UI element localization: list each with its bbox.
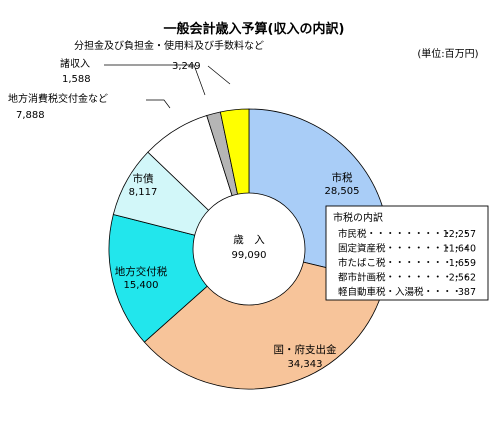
slice-label-shizei: 市税 xyxy=(332,171,353,184)
slice-label-kokufu: 国・府支出金 xyxy=(274,343,337,356)
inset-item-value: 387 xyxy=(458,287,476,298)
slice-value-shisai: 8,117 xyxy=(129,187,158,198)
inset-items: 市民税・・・・・・・・・・・12,257 固定資産税・・・・・・・・・11,640… xyxy=(338,228,476,298)
inset-item-name: 固定資産税・・・・・・・・・ xyxy=(338,243,471,255)
unit-note: (単位:百万円) xyxy=(417,47,478,60)
center-value: 99,090 xyxy=(232,250,267,261)
donut-hole xyxy=(192,192,306,306)
leader-line-chihoshohi xyxy=(146,99,171,109)
inset-item-value: 11,640 xyxy=(443,244,476,255)
slice-label-shisai: 市債 xyxy=(133,172,154,185)
slice-value-kofuzei: 15,400 xyxy=(124,280,159,291)
inset-item-name: 市たばこ税・・・・・・・・・ xyxy=(338,257,471,269)
slice-value-chihoshohi: 7,888 xyxy=(16,110,45,121)
slice-1 xyxy=(143,248,386,390)
inset-box xyxy=(325,205,489,301)
slice-value-kokufu: 34,343 xyxy=(288,359,323,370)
inset-item-value: 2,562 xyxy=(449,273,476,284)
leader-line-shoshunyu xyxy=(104,64,206,96)
slice-label-kofuzei: 地方交付税 xyxy=(115,265,168,278)
inset-title: 市税の内訳 xyxy=(333,211,383,224)
inset-item-value: 1,659 xyxy=(449,258,476,269)
slice-value-buntankin: 3,249 xyxy=(172,61,201,72)
leader-line-buntankin xyxy=(207,65,231,85)
inset-item-name: 都市計画税・・・・・・・・・ xyxy=(338,272,471,284)
slice-label-buntankin: 分担金及び負担金・使用料及び手数料など xyxy=(74,39,264,52)
slice-value-shizei: 28,505 xyxy=(325,186,360,197)
slice-label-shoshunyu: 諸収入 xyxy=(60,57,90,70)
inset-item-name: 軽自動車税・入湯税・・・・ xyxy=(338,286,462,298)
center-label: 歳 入 xyxy=(233,234,265,246)
slice-label-chihoshohi: 地方消費税交付金など xyxy=(8,92,108,105)
inset-item-value: 12,257 xyxy=(443,229,476,240)
inset-item-name: 市民税・・・・・・・・・・・ xyxy=(338,228,471,240)
chart-title: 一般会計歳入予算(収入の内訳) xyxy=(164,21,345,37)
slice-value-shoshunyu: 1,588 xyxy=(62,74,91,85)
